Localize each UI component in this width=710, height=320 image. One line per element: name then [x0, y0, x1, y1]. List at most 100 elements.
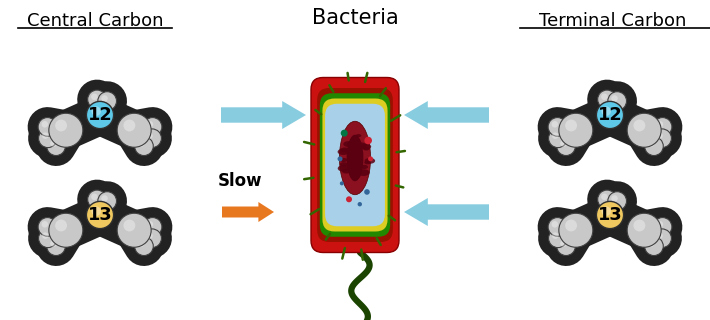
Circle shape [143, 229, 161, 248]
Circle shape [146, 132, 153, 139]
FancyBboxPatch shape [317, 88, 393, 242]
Circle shape [648, 140, 655, 147]
Circle shape [42, 132, 48, 139]
Text: Terminal Carbon: Terminal Carbon [540, 12, 687, 30]
Circle shape [557, 137, 575, 156]
Ellipse shape [357, 169, 370, 176]
Circle shape [548, 117, 567, 136]
FancyBboxPatch shape [325, 104, 385, 226]
Ellipse shape [342, 169, 350, 173]
Circle shape [627, 113, 661, 147]
Ellipse shape [351, 173, 356, 176]
Circle shape [557, 237, 575, 256]
Circle shape [38, 218, 57, 236]
Circle shape [124, 120, 136, 132]
FancyArrow shape [404, 101, 489, 129]
Circle shape [124, 220, 136, 231]
Circle shape [596, 201, 623, 228]
Text: Slow: Slow [218, 172, 263, 190]
Circle shape [601, 194, 608, 200]
Circle shape [98, 92, 116, 110]
Circle shape [102, 195, 108, 202]
Circle shape [645, 237, 663, 256]
Ellipse shape [350, 173, 361, 179]
Text: Central Carbon: Central Carbon [27, 12, 163, 30]
Circle shape [49, 113, 83, 147]
FancyBboxPatch shape [322, 99, 388, 231]
Circle shape [341, 130, 348, 137]
Circle shape [138, 240, 145, 247]
Circle shape [552, 232, 559, 239]
Circle shape [645, 137, 663, 156]
Circle shape [552, 221, 558, 228]
FancyBboxPatch shape [320, 93, 390, 237]
Text: 12: 12 [598, 106, 622, 124]
Circle shape [87, 190, 106, 209]
Circle shape [611, 195, 618, 202]
Circle shape [117, 213, 151, 247]
Circle shape [55, 220, 67, 231]
Circle shape [337, 156, 342, 161]
Circle shape [38, 117, 57, 136]
Circle shape [91, 93, 98, 100]
Circle shape [652, 129, 672, 148]
Circle shape [653, 218, 672, 236]
Circle shape [552, 132, 559, 139]
Circle shape [42, 221, 48, 228]
Circle shape [560, 240, 567, 247]
Circle shape [38, 129, 58, 148]
Ellipse shape [361, 165, 368, 169]
Circle shape [92, 107, 101, 116]
Circle shape [147, 221, 153, 228]
Ellipse shape [340, 158, 347, 162]
Ellipse shape [364, 147, 369, 151]
Circle shape [648, 240, 655, 247]
Circle shape [87, 201, 114, 228]
Circle shape [549, 229, 567, 248]
Circle shape [598, 190, 616, 209]
Circle shape [47, 237, 65, 256]
Circle shape [608, 92, 626, 110]
Ellipse shape [354, 142, 366, 149]
Ellipse shape [343, 141, 354, 147]
Circle shape [358, 202, 362, 206]
Circle shape [42, 121, 48, 128]
Circle shape [549, 129, 567, 148]
Text: 12: 12 [88, 106, 112, 124]
Circle shape [146, 232, 153, 239]
Circle shape [47, 137, 65, 156]
Circle shape [565, 120, 577, 132]
Circle shape [656, 132, 662, 139]
Text: Bacteria: Bacteria [312, 8, 398, 28]
Circle shape [565, 220, 577, 231]
Circle shape [42, 232, 48, 239]
FancyArrow shape [404, 198, 489, 226]
Ellipse shape [356, 134, 361, 137]
Circle shape [656, 232, 662, 239]
FancyArrow shape [221, 101, 306, 129]
Circle shape [138, 140, 145, 147]
Ellipse shape [340, 148, 349, 152]
Circle shape [552, 121, 558, 128]
Circle shape [601, 206, 611, 216]
FancyArrow shape [222, 202, 274, 222]
Circle shape [147, 121, 153, 128]
Circle shape [598, 90, 616, 109]
Circle shape [87, 90, 106, 109]
Circle shape [91, 194, 98, 200]
Ellipse shape [338, 165, 349, 172]
Circle shape [98, 192, 116, 211]
Circle shape [346, 196, 352, 202]
Circle shape [611, 95, 618, 102]
Circle shape [87, 101, 114, 129]
Circle shape [657, 121, 663, 128]
Circle shape [633, 120, 645, 132]
Circle shape [560, 140, 567, 147]
Circle shape [601, 93, 608, 100]
Text: 13: 13 [598, 206, 622, 224]
Circle shape [50, 240, 57, 247]
Circle shape [657, 221, 663, 228]
FancyBboxPatch shape [311, 77, 399, 252]
Circle shape [596, 101, 623, 129]
Circle shape [135, 137, 153, 156]
